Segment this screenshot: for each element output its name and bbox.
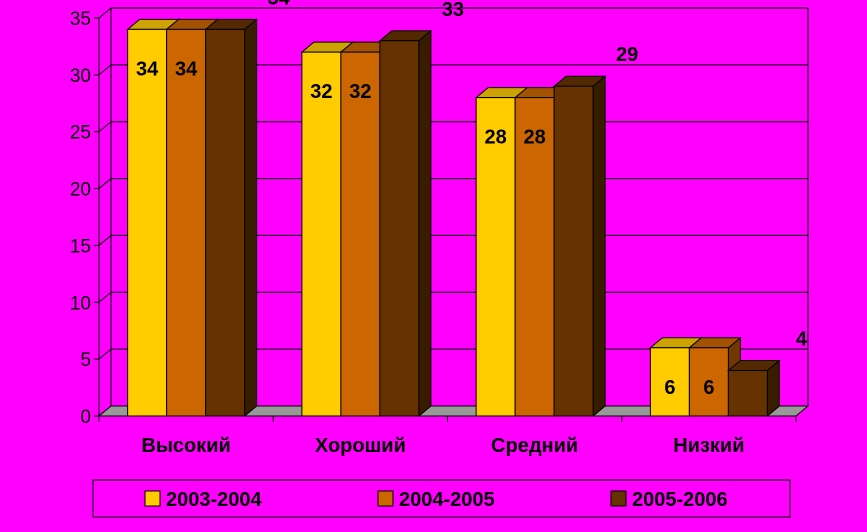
y-axis: 0 5 10 15 20 25 30 35 <box>70 9 100 428</box>
legend-swatch <box>144 490 161 507</box>
gridline-diagonal <box>98 291 112 303</box>
bar <box>204 18 259 418</box>
data-label: 32 <box>349 81 371 103</box>
legend-label: 2005-2006 <box>632 489 728 511</box>
gridline-diagonal <box>98 178 112 189</box>
legend-box <box>92 479 791 518</box>
legend-swatch <box>377 490 394 507</box>
bar-front <box>649 347 690 417</box>
gridline-diagonal <box>98 7 112 19</box>
bar-front <box>166 28 207 417</box>
data-label: 4 <box>796 329 808 351</box>
legend-label: 2003-2004 <box>166 489 263 511</box>
x-category-label: Хороший <box>315 435 406 457</box>
bar-front <box>514 97 555 417</box>
bar-side <box>418 29 432 418</box>
bar-front <box>301 51 342 417</box>
bar-front <box>688 347 729 417</box>
data-label: 34 <box>175 58 198 80</box>
bar-front <box>553 85 594 417</box>
legend-label: 2004-2005 <box>399 489 495 511</box>
x-category-label: Средний <box>491 435 578 457</box>
y-tick-label: 20 <box>70 180 91 201</box>
bar-front <box>340 51 381 417</box>
y-tick-label: 35 <box>70 9 91 30</box>
y-tick-label: 0 <box>80 407 91 428</box>
bar-front <box>475 97 516 417</box>
gridline-diagonal <box>98 64 112 76</box>
bar-side <box>592 75 606 418</box>
gridline-diagonal <box>98 121 112 133</box>
bar-side <box>244 18 258 418</box>
data-label: 6 <box>664 377 675 399</box>
data-label: 28 <box>524 127 546 149</box>
y-tick-label: 30 <box>70 66 91 87</box>
legend: 2003-2004 2004-2005 2005-2006 <box>92 479 791 518</box>
data-label: 32 <box>310 81 332 103</box>
bars <box>98 18 797 422</box>
legend-swatch <box>610 490 627 507</box>
x-category-label: Низкий <box>673 435 744 457</box>
bar <box>552 75 607 418</box>
bar <box>726 359 781 418</box>
data-label: 29 <box>616 44 638 66</box>
bar-front <box>379 40 420 417</box>
bar <box>378 29 433 418</box>
data-label: 33 <box>442 0 464 21</box>
gridline-diagonal <box>98 235 112 246</box>
bar-front <box>127 28 168 417</box>
data-label: 28 <box>485 127 507 149</box>
gridline-diagonal <box>98 348 112 360</box>
bar-front <box>727 370 768 417</box>
data-labels: Высокий 34 34 34 Хороший 32 32 33 Средний 28 28 29 Н… <box>136 0 808 457</box>
data-label: 6 <box>703 377 714 399</box>
y-tick-label: 15 <box>70 236 91 257</box>
y-tick-label: 10 <box>70 293 91 314</box>
y-tick-label: 25 <box>70 123 91 144</box>
data-label: 34 <box>268 0 291 9</box>
y-tick-label: 5 <box>80 350 91 371</box>
x-category-label: Высокий <box>141 435 230 457</box>
bar-front <box>205 28 246 417</box>
data-label: 34 <box>136 58 159 80</box>
